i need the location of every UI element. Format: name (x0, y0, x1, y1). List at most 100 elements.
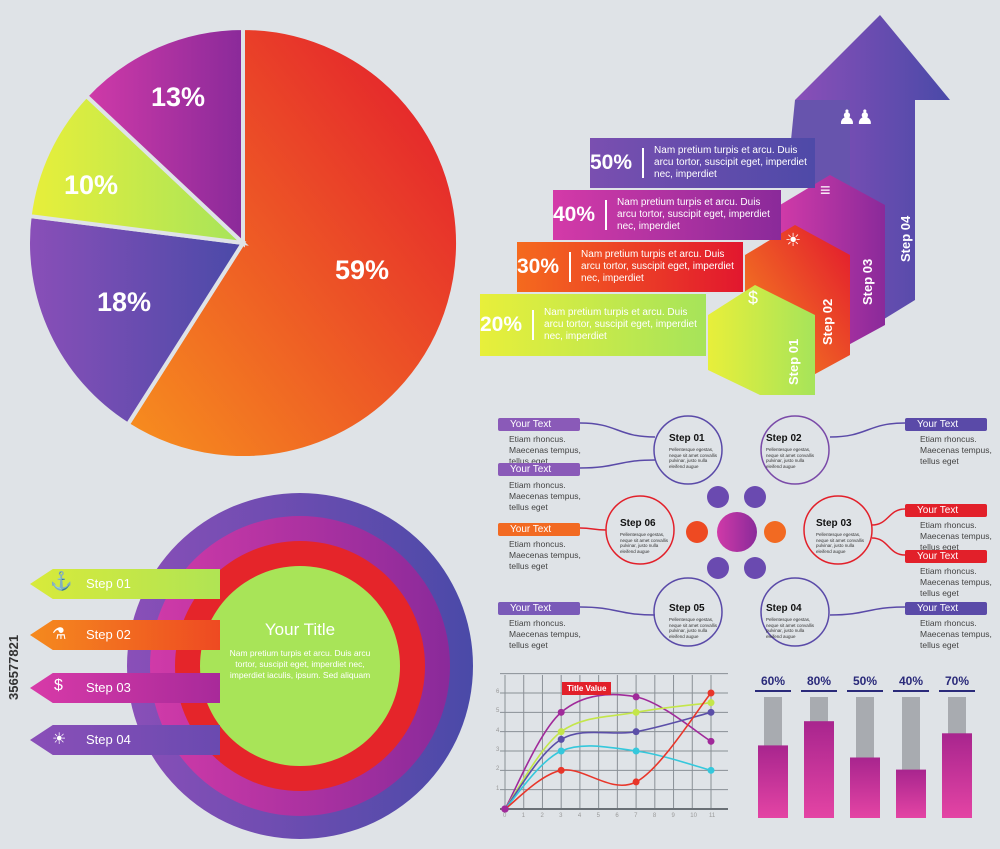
team-icon (717, 512, 757, 552)
x-tick: 3 (559, 813, 563, 819)
cycle-step-02: Step 02 Pellentesque egestas, neque sit a… (766, 433, 815, 469)
data-point-indigo (557, 735, 565, 743)
ring-step-02: Step 02 (30, 620, 220, 650)
data-point-indigo (707, 708, 715, 716)
bar-60% (758, 745, 788, 818)
cycle-step-01: Step 01 Pellentesque egestas, neque sit a… (669, 433, 718, 469)
coins-icon: ≡ (820, 180, 831, 200)
bar-70% (942, 733, 972, 818)
x-tick: 10 (690, 813, 697, 819)
stair-bar-30: 30% Nam pretium turpis et arcu. Duis arcu… (517, 242, 743, 292)
cycle-step-05: Step 05 Pellentesque egestas, neque sit a… (669, 603, 718, 639)
stock-id: 356577821 (6, 634, 21, 700)
rings-title: Your Title (264, 620, 336, 639)
cycle-step-06: Step 06 Pellentesque egestas, neque sit a… (620, 518, 669, 554)
y-tick: 1 (496, 785, 500, 792)
pie-label-10: 10% (64, 170, 119, 200)
data-point-lime (707, 699, 715, 707)
data-point-red (557, 766, 565, 774)
tag-desc: Etiam rhoncus. Maecenas tempus, tellus e… (920, 566, 992, 598)
tag-desc: Etiam rhoncus. Maecenas tempus, tellus e… (509, 480, 581, 512)
x-tick: 9 (671, 813, 675, 819)
pie-slice-59% (125, 25, 460, 460)
data-point-cyan (707, 766, 715, 774)
tag-right-2: Your Text (905, 504, 987, 517)
tag-desc: Etiam rhoncus. Maecenas tempus, tellus e… (920, 520, 992, 552)
tag-left-3: Your Text (498, 523, 580, 536)
connector-line (579, 459, 656, 469)
ring-step-04: Step 04 (30, 725, 220, 755)
pie-label-18: 18% (97, 287, 152, 317)
pie-slice-13% (83, 25, 245, 248)
pie-label-59: 59% (335, 255, 390, 285)
lightbulb-icon: ☀ (52, 731, 67, 748)
staircase-graphic (708, 15, 950, 395)
ring-step-01: Step 01 (30, 569, 220, 599)
data-point-indigo (632, 728, 640, 736)
x-tick: 5 (596, 813, 600, 819)
x-tick: 4 (577, 813, 582, 819)
step-02-label: Step 02 (820, 298, 835, 345)
x-tick: 6 (615, 813, 619, 819)
connector-line (579, 422, 656, 438)
tag-right-1: Your Text (905, 418, 987, 431)
flask-icon: ⚗ (52, 626, 67, 643)
data-point-red (501, 805, 509, 813)
step-04-label: Step 04 (898, 215, 913, 262)
tag-left-4: Your Text (498, 602, 580, 615)
anchor-icon: ⚓ (50, 571, 73, 591)
tag-left-1: Your Text (498, 418, 580, 431)
pie-label-13: 13% (151, 82, 206, 112)
cycle-loop-3 (803, 495, 873, 565)
stair-bar-40: 40% Nam pretium turpis et arcu. Duis arcu… (553, 190, 781, 240)
tag-left-2: Your Text (498, 463, 580, 476)
bar-40% (896, 769, 926, 818)
cycle-loop-2 (760, 415, 830, 485)
money-bag-icon (686, 521, 708, 543)
tag-right-4: Your Text (905, 602, 987, 615)
money-bag-icon: $ (748, 288, 759, 308)
tag-desc: Etiam rhoncus. Maecenas tempus, tellus e… (920, 434, 992, 466)
cycle-loop-5 (653, 577, 723, 647)
data-point-red (707, 689, 715, 697)
bar-label: 80% (801, 674, 837, 692)
series-line-red (504, 692, 712, 810)
bar-chart (758, 697, 972, 818)
data-point-cyan (632, 747, 640, 755)
line-chart (500, 673, 728, 813)
pencil-icon (744, 486, 766, 508)
connector-line (579, 527, 607, 531)
flask-icon (764, 521, 786, 543)
tag-desc: Etiam rhoncus. Maecenas tempus, tellus e… (509, 539, 581, 571)
y-tick: 3 (496, 747, 500, 753)
connector-line (579, 606, 656, 616)
step-04-arrow (795, 15, 950, 340)
tag-desc: Etiam rhoncus. Maecenas tempus, tellus e… (920, 618, 992, 650)
data-point-lime (557, 728, 565, 736)
lightbulb-icon: ☀ (785, 230, 802, 250)
x-tick: 2 (540, 813, 544, 819)
data-point-cyan (557, 747, 565, 755)
bar-label: 60% (755, 674, 791, 692)
connector-line (871, 537, 906, 556)
stair-bar-50: 50% Nam pretium turpis et arcu. Duis arcu… (590, 138, 815, 188)
x-tick: 7 (634, 813, 638, 819)
pie-slice-18% (26, 213, 247, 428)
connector-line (871, 508, 906, 526)
x-tick: 1 (521, 813, 526, 819)
connector-line (829, 422, 906, 438)
cycle-diagram (579, 415, 906, 647)
bar-label: 50% (847, 674, 883, 692)
money-bag-icon: $ (54, 677, 63, 694)
tag-right-3: Your Text (905, 550, 987, 563)
data-point-purple (632, 693, 640, 701)
title-value-callout: Title Value (562, 682, 612, 695)
step-03-label: Step 03 (860, 258, 875, 305)
y-tick: 5 (496, 708, 500, 715)
data-point-purple (557, 708, 565, 716)
bar-50% (850, 757, 880, 818)
data-point-red (632, 778, 640, 786)
x-tick: 11 (709, 813, 716, 819)
cycle-loop-1 (653, 415, 723, 485)
